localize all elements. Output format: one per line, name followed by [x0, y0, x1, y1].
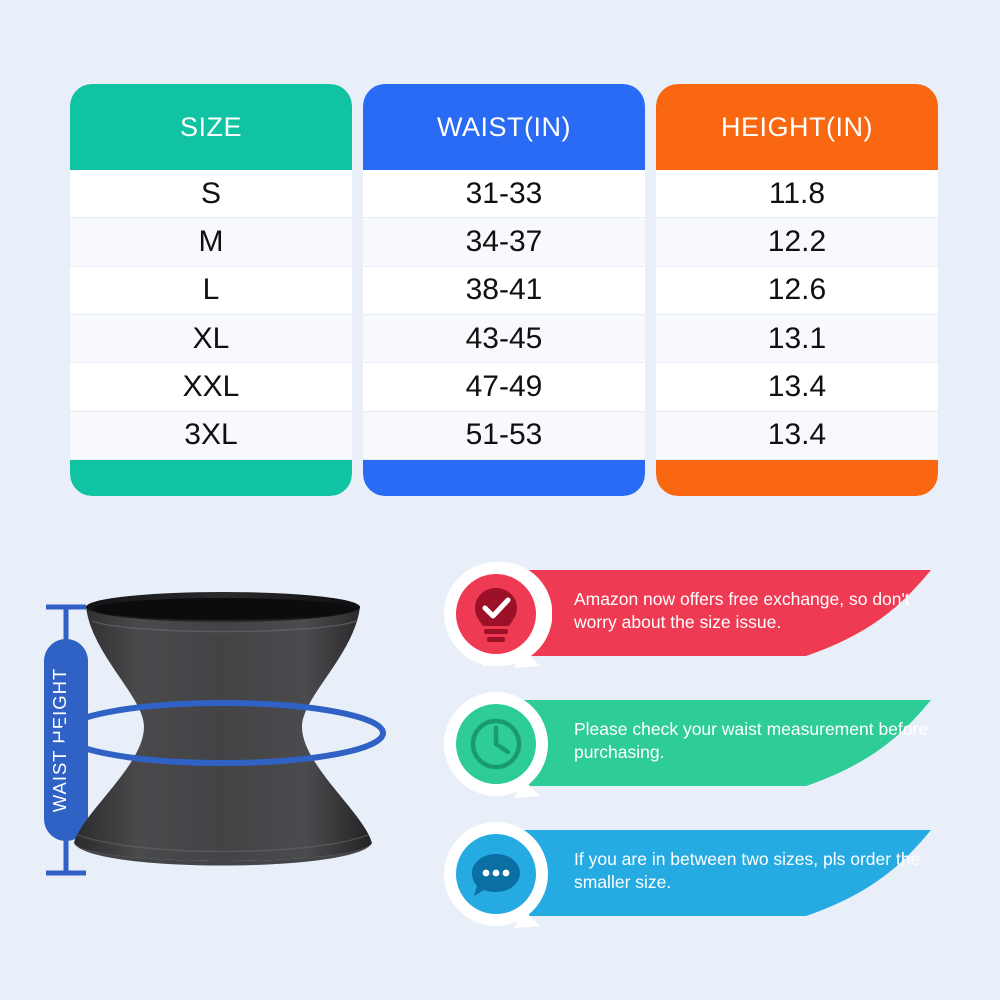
belt-stitch-bottom	[77, 834, 369, 853]
tip-item: Amazon now offers free exchange, so don'…	[440, 558, 985, 670]
size-table: SIZE S M L XL XXL 3XL WAIST(IN) 31-33 34…	[70, 84, 938, 496]
tip-item: If you are in between two sizes, pls ord…	[440, 818, 985, 930]
table-column-size: SIZE S M L XL XXL 3XL	[70, 84, 352, 496]
clock-icon	[470, 718, 522, 770]
column-body-height: 11.8 12.2 12.6 13.1 13.4 13.4	[656, 170, 938, 460]
table-cell: 13.1	[656, 314, 938, 364]
table-cell: 47-49	[363, 363, 645, 412]
tip-badge	[444, 692, 548, 798]
table-cell: 11.8	[656, 170, 938, 219]
belt-body	[74, 596, 372, 861]
tip-badge	[444, 561, 552, 668]
table-cell: 12.2	[656, 218, 938, 267]
table-cell: 13.4	[656, 363, 938, 412]
tip-ribbon	[476, 700, 931, 786]
table-cell: S	[70, 170, 352, 219]
tip-ribbon	[476, 570, 931, 656]
table-column-waist: WAIST(IN) 31-33 34-37 38-41 43-45 47-49 …	[363, 84, 645, 496]
tip-ribbon	[476, 830, 931, 916]
column-body-size: S M L XL XXL 3XL	[70, 170, 352, 460]
column-footer-height	[656, 460, 938, 496]
table-cell: L	[70, 266, 352, 315]
column-footer-waist	[363, 460, 645, 496]
table-column-height: HEIGHT(IN) 11.8 12.2 12.6 13.1 13.4 13.4	[656, 84, 938, 496]
tip-ribbon-shape	[476, 570, 931, 656]
tip-badge	[444, 822, 548, 928]
product-illustration: WAIST HEIGHT	[10, 545, 430, 965]
tip-text: Please check your waist measurement befo…	[574, 719, 929, 763]
table-cell: 38-41	[363, 266, 645, 315]
table-cell: 13.4	[656, 411, 938, 460]
tip-ribbon-shape	[476, 700, 931, 786]
tips-list: Amazon now offers free exchange, so don'…	[440, 558, 985, 958]
table-cell: 3XL	[70, 411, 352, 460]
chat-bubble-icon	[472, 854, 520, 896]
belt-bottom-edge	[74, 843, 372, 866]
column-header-waist: WAIST(IN)	[363, 84, 645, 170]
tip-item: Please check your waist measurement befo…	[440, 688, 985, 800]
tip-text: Amazon now offers free exchange, so don'…	[574, 589, 910, 633]
table-cell: M	[70, 218, 352, 267]
column-footer-size	[70, 460, 352, 496]
column-header-height: HEIGHT(IN)	[656, 84, 938, 170]
belt-stitch-top	[91, 620, 357, 633]
table-cell: XL	[70, 314, 352, 364]
table-cell: XXL	[70, 363, 352, 412]
waist-height-label: WAIST HEIGHT	[49, 668, 70, 813]
belt-inner-opening	[93, 598, 353, 620]
column-body-waist: 31-33 34-37 38-41 43-45 47-49 51-53	[363, 170, 645, 460]
table-cell: 34-37	[363, 218, 645, 267]
waist-trainer-belt	[60, 592, 386, 866]
tip-text: If you are in between two sizes, pls ord…	[574, 849, 921, 893]
table-cell: 12.6	[656, 266, 938, 315]
column-header-size: SIZE	[70, 84, 352, 170]
table-cell: 31-33	[363, 170, 645, 219]
waist-measure-ring	[60, 700, 386, 766]
tip-ribbon-shape	[476, 830, 931, 916]
lightbulb-check-icon	[475, 588, 517, 642]
table-cell: 43-45	[363, 314, 645, 364]
table-cell: 51-53	[363, 411, 645, 460]
